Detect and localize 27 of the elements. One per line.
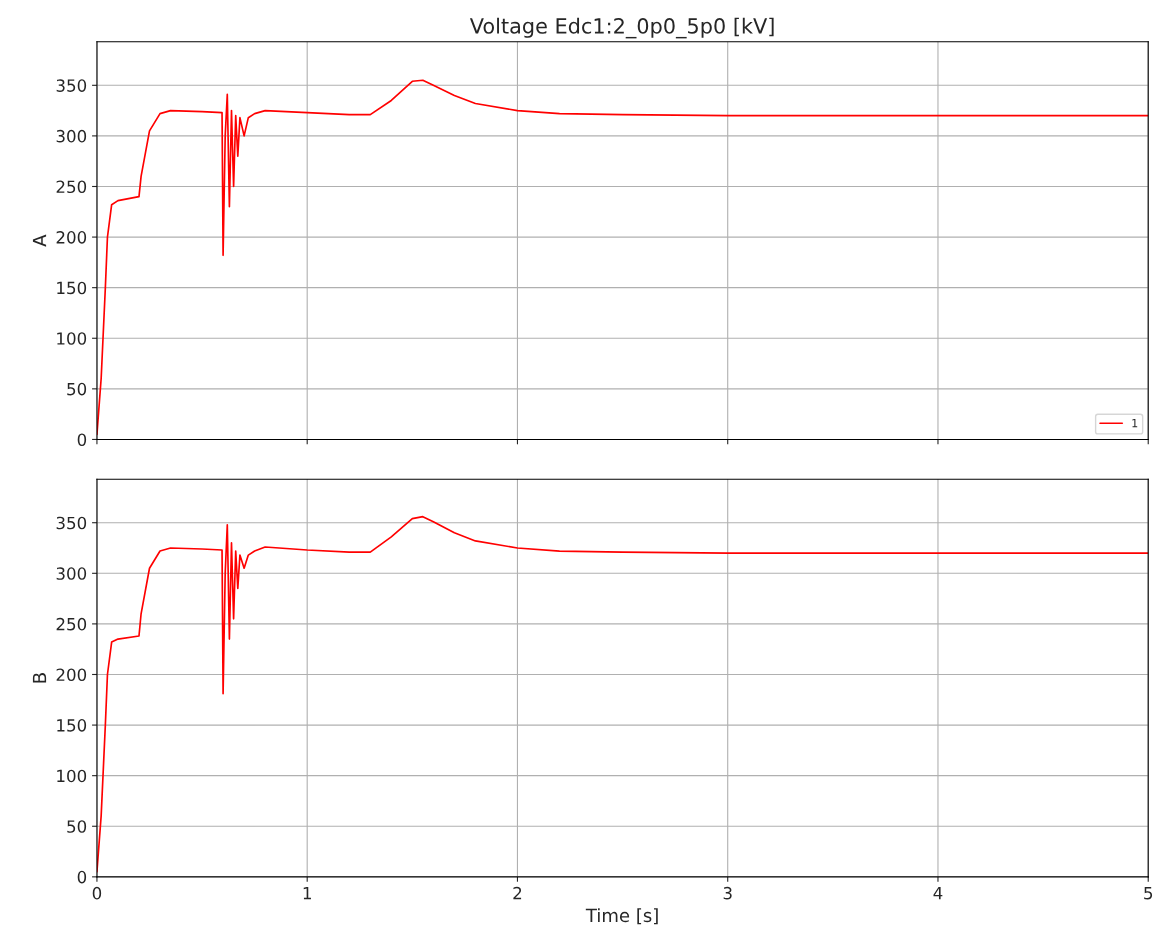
y-tick-label: 200 (56, 668, 87, 682)
legend-label: 1 (1132, 419, 1138, 428)
x-tick-label: 1 (303, 887, 311, 900)
y-tick-label: 0 (77, 870, 87, 884)
x-tick-label: 3 (723, 886, 732, 900)
x-tick-label: 0 (92, 886, 102, 900)
y-tick-label: 50 (67, 382, 87, 396)
y-tick-label: 350 (56, 516, 87, 530)
y-tick-label: 300 (56, 129, 87, 143)
y-tick-label: 300 (56, 567, 87, 580)
x-tick-label: 5 (1144, 887, 1153, 900)
y-tick-label: 200 (56, 231, 87, 244)
y-tick-label: 250 (56, 617, 87, 631)
y-axis-title: B (32, 673, 47, 683)
y-tick-label: 250 (56, 180, 87, 194)
y-tick-label: 0 (77, 433, 87, 447)
y-tick-label: 100 (57, 332, 87, 345)
y-axis-title: A (32, 234, 47, 247)
y-tick-label: 50 (67, 820, 87, 833)
y-tick-label: 100 (57, 769, 87, 783)
y-tick-label: 350 (56, 79, 87, 92)
chart-title: Voltage Edc1:2_0p0_5p0 [kV] (469, 17, 774, 39)
x-axis-title: Time [s] (585, 908, 658, 925)
y-tick-label: 150 (57, 281, 87, 295)
y-tick-label: 150 (57, 719, 87, 732)
x-tick-label: 2 (513, 886, 522, 900)
x-tick-label: 4 (933, 887, 943, 900)
